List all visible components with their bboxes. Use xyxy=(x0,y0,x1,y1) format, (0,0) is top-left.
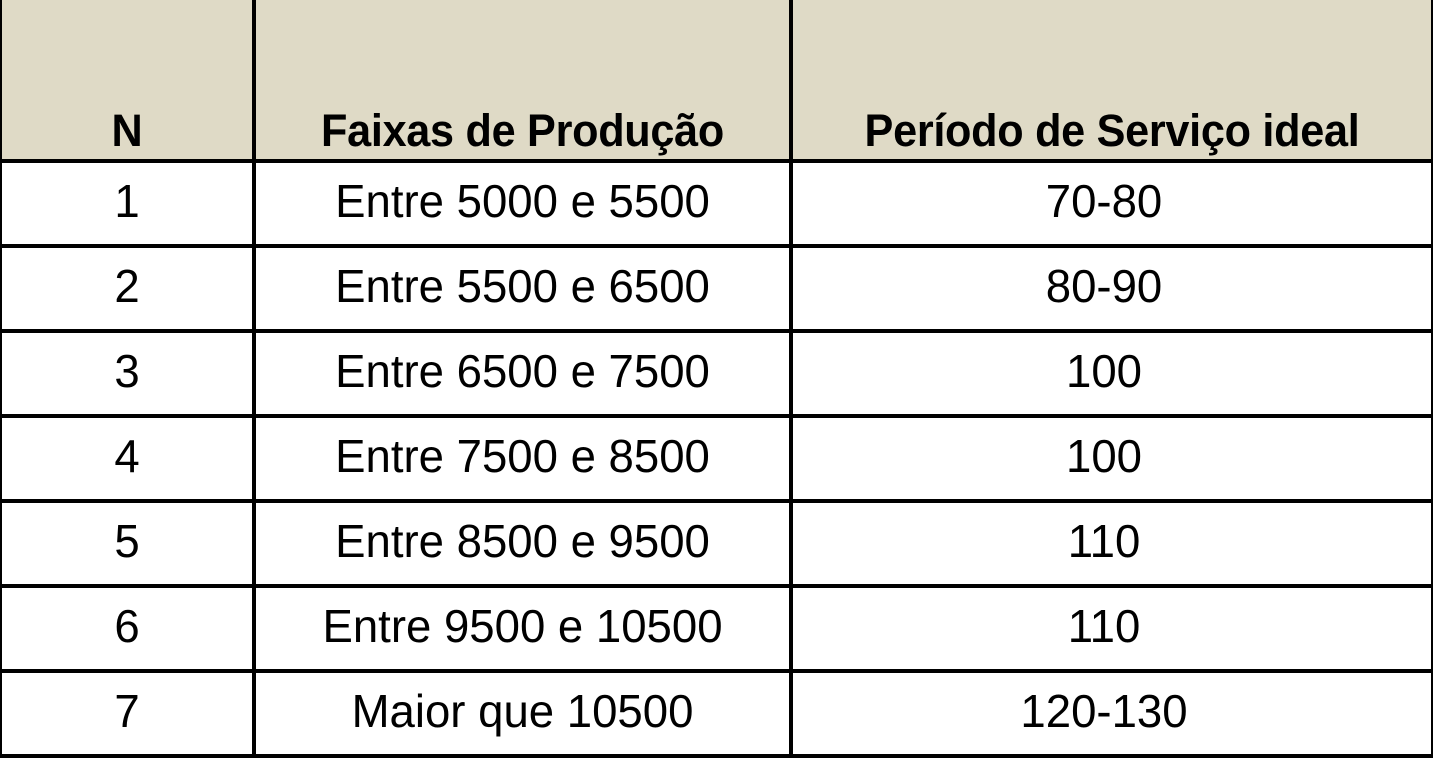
header-row: N Faixas de Produção Período de Serviço … xyxy=(0,0,1433,163)
cell-periodo: 110 xyxy=(789,586,1433,673)
cell-n: 4 xyxy=(0,416,254,503)
table-row: 2 Entre 5500 e 6500 80-90 xyxy=(0,246,1433,333)
table-row: 7 Maior que 10500 120-130 xyxy=(0,671,1433,758)
cell-n-value: 6 xyxy=(114,600,140,652)
cell-periodo-value: 80-90 xyxy=(1045,260,1163,312)
cell-n: 7 xyxy=(0,671,254,758)
cell-faixa: Entre 8500 e 9500 xyxy=(252,501,791,588)
column-header-periodo-de-servico-ideal-label: Período de Serviço ideal xyxy=(864,105,1360,156)
cell-n: 5 xyxy=(0,501,254,588)
cell-n-value: 2 xyxy=(114,260,140,312)
cell-periodo-value: 100 xyxy=(1066,430,1142,482)
table-body: 1 Entre 5000 e 5500 70-80 2 Entre 5500 e… xyxy=(0,161,1433,758)
cell-n-value: 3 xyxy=(114,345,140,397)
column-header-n: N xyxy=(0,0,254,163)
cell-faixa-value: Entre 6500 e 7500 xyxy=(335,345,710,397)
cell-faixa-value: Entre 5500 e 6500 xyxy=(335,260,710,312)
cell-faixa: Maior que 10500 xyxy=(252,671,791,758)
column-header-faixas-de-producao: Faixas de Produção xyxy=(252,0,791,163)
cell-periodo: 70-80 xyxy=(789,161,1433,248)
cell-faixa-value: Entre 7500 e 8500 xyxy=(335,430,710,482)
cell-n: 6 xyxy=(0,586,254,673)
cell-periodo-value: 70-80 xyxy=(1045,175,1163,227)
cell-n-value: 5 xyxy=(114,515,140,567)
column-header-faixas-de-producao-label: Faixas de Produção xyxy=(321,105,724,156)
cell-n-value: 4 xyxy=(114,430,140,482)
cell-faixa: Entre 7500 e 8500 xyxy=(252,416,791,503)
cell-periodo: 120-130 xyxy=(789,671,1433,758)
cell-n: 1 xyxy=(0,161,254,248)
column-header-periodo-de-servico-ideal: Período de Serviço ideal xyxy=(789,0,1433,163)
cell-n: 2 xyxy=(0,246,254,333)
column-header-n-label: N xyxy=(111,105,143,156)
cell-periodo-value: 110 xyxy=(1067,600,1141,652)
cell-faixa-value: Entre 9500 e 10500 xyxy=(322,600,723,652)
table-row: 6 Entre 9500 e 10500 110 xyxy=(0,586,1433,673)
cell-faixa: Entre 9500 e 10500 xyxy=(252,586,791,673)
cell-faixa-value: Entre 8500 e 9500 xyxy=(335,515,710,567)
cell-faixa-value: Entre 5000 e 5500 xyxy=(335,175,710,227)
cell-periodo-value: 110 xyxy=(1067,515,1141,567)
cell-periodo: 110 xyxy=(789,501,1433,588)
cell-periodo: 100 xyxy=(789,416,1433,503)
table-row: 1 Entre 5000 e 5500 70-80 xyxy=(0,161,1433,248)
table-header: N Faixas de Produção Período de Serviço … xyxy=(0,0,1433,163)
cell-n: 3 xyxy=(0,331,254,418)
cell-faixa: Entre 6500 e 7500 xyxy=(252,331,791,418)
cell-faixa: Entre 5000 e 5500 xyxy=(252,161,791,248)
cell-faixa: Entre 5500 e 6500 xyxy=(252,246,791,333)
table-row: 5 Entre 8500 e 9500 110 xyxy=(0,501,1433,588)
table-row: 4 Entre 7500 e 8500 100 xyxy=(0,416,1433,503)
cell-periodo: 80-90 xyxy=(789,246,1433,333)
cell-periodo-value: 100 xyxy=(1066,345,1142,397)
cell-n-value: 1 xyxy=(114,175,140,227)
cell-periodo: 100 xyxy=(789,331,1433,418)
table-row: 3 Entre 6500 e 7500 100 xyxy=(0,331,1433,418)
